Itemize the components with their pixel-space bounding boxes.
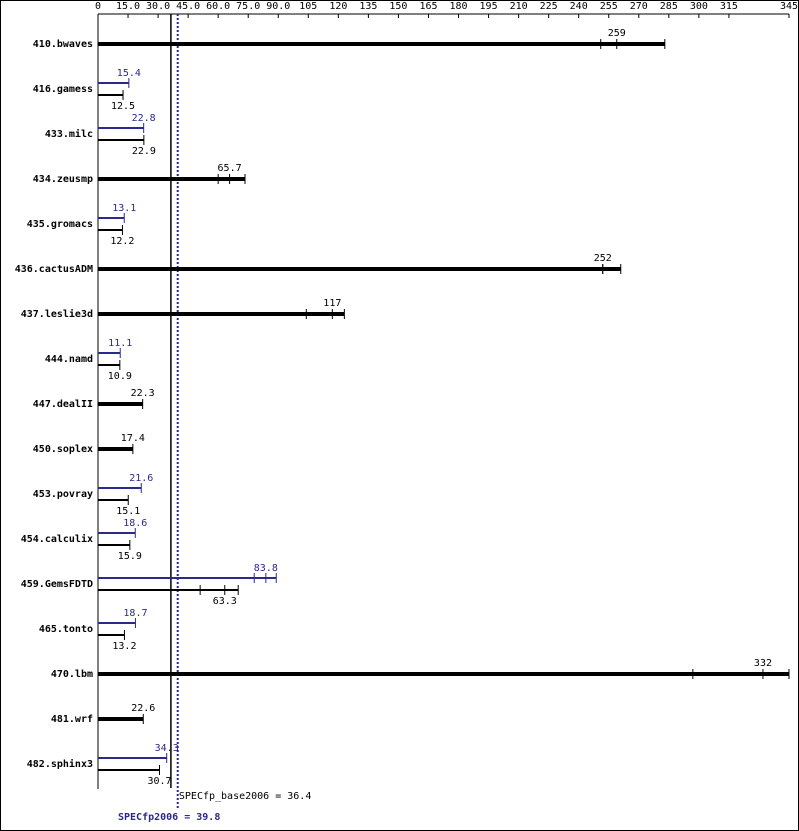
x-tick-label: 135 — [359, 1, 377, 12]
x-tick-label: 240 — [570, 1, 588, 12]
value-label: 22.9 — [132, 146, 156, 157]
x-tick-label: 150 — [389, 1, 407, 12]
category-label: 465.tonto — [39, 624, 93, 635]
x-tick-label: 345 — [780, 1, 798, 12]
x-tick-label: 75.0 — [236, 1, 260, 12]
category-label: 437.leslie3d — [21, 308, 93, 320]
x-tick-label: 210 — [510, 1, 528, 12]
value-label: 34.3 — [155, 743, 179, 754]
category-label: 447.dealII — [33, 399, 93, 410]
value-label: 12.5 — [111, 101, 135, 112]
value-label: 332 — [754, 658, 772, 669]
category-label: 434.zeusmp — [33, 174, 93, 185]
value-label: 22.3 — [131, 388, 155, 399]
x-tick-label: 105 — [299, 1, 317, 12]
x-tick-label: 120 — [329, 1, 347, 12]
value-label: 15.4 — [117, 68, 141, 79]
category-label: 444.namd — [45, 354, 93, 365]
value-label: 12.2 — [110, 236, 134, 247]
x-tick-label: 285 — [660, 1, 678, 12]
value-label: 30.7 — [147, 776, 171, 787]
category-label: 410.bwaves — [33, 39, 93, 50]
value-label: 11.1 — [108, 338, 132, 349]
x-tick-label: 30.0 — [146, 1, 170, 12]
value-label: 22.6 — [131, 703, 155, 714]
value-label: 15.1 — [116, 506, 140, 517]
value-label: 18.6 — [123, 518, 147, 529]
reference-label: SPECfp2006 = 39.8 — [118, 812, 220, 823]
x-tick-label: 300 — [690, 1, 708, 12]
reference-label: SPECfp_base2006 = 36.4 — [179, 791, 311, 802]
x-tick-label: 90.0 — [266, 1, 290, 12]
value-label: 17.4 — [121, 433, 145, 444]
value-label: 18.7 — [123, 608, 147, 619]
category-label: 450.soplex — [33, 444, 93, 455]
category-label: 416.gamess — [33, 84, 93, 95]
value-label: 259 — [608, 28, 626, 39]
value-label: 15.9 — [118, 551, 142, 562]
category-label: 482.sphinx3 — [27, 758, 93, 770]
value-label: 10.9 — [108, 371, 132, 382]
value-label: 63.3 — [213, 596, 237, 607]
category-label: 454.calculix — [21, 533, 93, 545]
category-label: 459.GemsFDTD — [21, 579, 93, 590]
value-label: 13.1 — [112, 203, 136, 214]
x-tick-label: 225 — [540, 1, 558, 12]
x-tick-label: 315 — [720, 1, 738, 12]
x-tick-label: 0 — [95, 1, 101, 12]
category-label: 481.wrf — [51, 714, 93, 725]
x-tick-label: 165 — [419, 1, 437, 12]
value-label: 22.8 — [132, 113, 156, 124]
x-tick-label: 60.0 — [206, 1, 230, 12]
category-label: 436.cactusADM — [15, 264, 93, 275]
x-tick-label: 15.0 — [116, 1, 140, 12]
x-tick-label: 255 — [600, 1, 618, 12]
value-label: 21.6 — [129, 473, 153, 484]
x-tick-label: 195 — [480, 1, 498, 12]
x-tick-label: 270 — [630, 1, 648, 12]
value-label: 252 — [594, 253, 612, 264]
x-tick-label: 45.0 — [176, 1, 200, 12]
category-label: 433.milc — [45, 128, 93, 140]
value-label: 83.8 — [254, 563, 278, 574]
category-label: 470.lbm — [51, 669, 93, 680]
value-label: 117 — [323, 298, 341, 309]
value-label: 65.7 — [218, 163, 242, 174]
category-label: 453.povray — [33, 489, 93, 500]
x-tick-label: 180 — [449, 1, 467, 12]
value-label: 13.2 — [112, 641, 136, 652]
category-label: 435.gromacs — [27, 219, 93, 230]
